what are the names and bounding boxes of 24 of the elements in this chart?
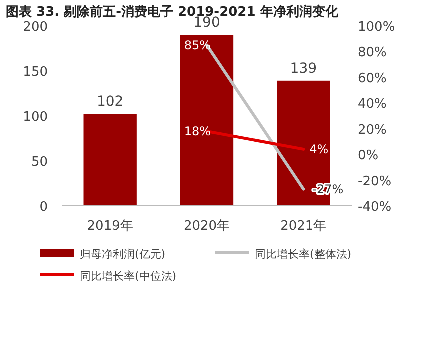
ytick: 100 xyxy=(23,110,48,125)
y2tick: 60% xyxy=(358,71,387,86)
xtick: 2020年 xyxy=(184,219,230,234)
y2tick: 20% xyxy=(358,122,387,138)
ytick: 150 xyxy=(23,65,48,80)
xtick: 2019年 xyxy=(87,219,134,234)
y2tick: -40% xyxy=(358,200,392,215)
ytick: 50 xyxy=(31,155,48,170)
y2tick: 80% xyxy=(358,46,387,61)
line-label: 4% xyxy=(310,142,329,156)
legend-text: 归母净利润(亿元) xyxy=(80,248,166,261)
y2tick: 100% xyxy=(358,20,396,35)
ytick: 200 xyxy=(23,20,48,35)
legend-text: 同比增长率(整体法) xyxy=(255,248,352,261)
y2tick: 0% xyxy=(358,148,379,164)
ytick: 0 xyxy=(40,200,48,215)
legend-text: 同比增长率(中位法) xyxy=(80,270,177,283)
xtick: 2021年 xyxy=(280,219,327,234)
line-label: 18% xyxy=(184,124,212,138)
y2tick: -20% xyxy=(358,174,392,190)
y2tick: 40% xyxy=(358,97,387,112)
bar-label: 139 xyxy=(290,60,318,77)
bar-label: 102 xyxy=(96,94,124,110)
line-label: 85% xyxy=(184,38,212,52)
